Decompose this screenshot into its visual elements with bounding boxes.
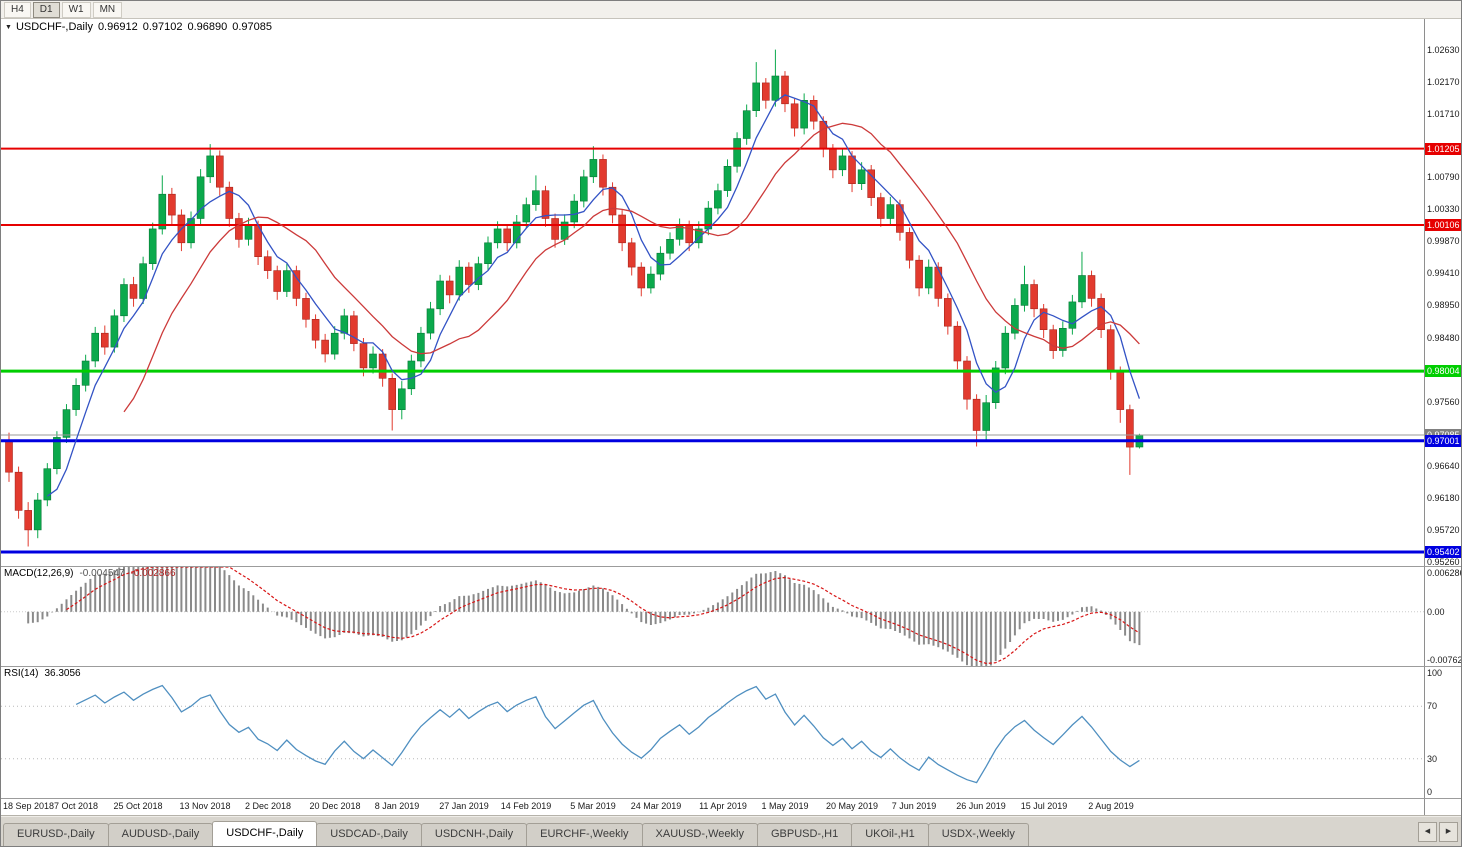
price-line-badge: 1.01205 bbox=[1425, 142, 1461, 155]
y-axis-label: 1.02170 bbox=[1427, 76, 1460, 87]
symbol-tab-usdx[interactable]: USDX-,Weekly bbox=[927, 823, 1029, 846]
ohlc-open: 0.96912 bbox=[97, 21, 138, 33]
chart-tabs: EURUSD-,Daily AUDUSD-,Daily USDCHF-,Daily U… bbox=[3, 821, 1029, 846]
timeframe-h4-button[interactable]: H4 bbox=[4, 1, 31, 18]
rsi-panel: RSI(14) 36.3056 100 70 30 0 bbox=[1, 667, 1461, 799]
y-axis-label: 1.00790 bbox=[1427, 172, 1460, 183]
rsi-axis-label: 70 bbox=[1427, 701, 1438, 712]
macd-axis[interactable]: 0.006286 0.00 -0.00762 bbox=[1425, 567, 1461, 666]
symbol-tab-usdcnh[interactable]: USDCNH-,Daily bbox=[420, 823, 528, 846]
macd-plot[interactable]: MACD(12,26,9) -0.004547 -0.002866 bbox=[1, 567, 1425, 666]
y-axis-label: 0.99870 bbox=[1427, 236, 1460, 247]
x-axis-label: 7 Jun 2019 bbox=[891, 801, 937, 811]
y-axis-label: 0.96640 bbox=[1427, 460, 1460, 471]
tab-scroll-left-button[interactable]: ◀ bbox=[1418, 822, 1437, 842]
macd-main-value: -0.004547 bbox=[79, 568, 125, 579]
symbol-tab-usdchf[interactable]: USDCHF-,Daily bbox=[212, 821, 318, 846]
y-axis-label: 0.97560 bbox=[1427, 396, 1460, 407]
macd-signal-value: -0.002866 bbox=[130, 568, 176, 579]
symbol-tab-eurchf[interactable]: EURCHF-,Weekly bbox=[526, 823, 643, 846]
price-chart-panel: ▼ USDCHF-,Daily 0.96912 0.97102 0.96890 … bbox=[1, 19, 1461, 567]
x-axis-label: 2 Dec 2018 bbox=[244, 801, 292, 811]
price-line-badge: 0.98004 bbox=[1425, 365, 1461, 378]
x-axis-label: 11 Apr 2019 bbox=[699, 801, 747, 811]
x-axis-label: 18 Sep 2018 bbox=[3, 801, 55, 811]
rsi-chart[interactable] bbox=[1, 667, 1424, 798]
price-line-badge: 0.95402 bbox=[1425, 545, 1461, 558]
symbol-tab-xauusd[interactable]: XAUUSD-,Weekly bbox=[641, 823, 758, 846]
rsi-axis-label: 30 bbox=[1427, 753, 1438, 764]
rsi-name: RSI(14) bbox=[4, 668, 39, 679]
price-chart-plot[interactable]: ▼ USDCHF-,Daily 0.96912 0.97102 0.96890 … bbox=[1, 19, 1425, 566]
rsi-axis-label: 100 bbox=[1427, 668, 1443, 678]
x-axis-label: 25 Oct 2018 bbox=[113, 801, 163, 811]
y-axis-label: 0.95260 bbox=[1427, 556, 1460, 566]
chart-title: ▼ USDCHF-,Daily 0.96912 0.97102 0.96890 … bbox=[5, 21, 272, 33]
x-axis-label: 14 Feb 2019 bbox=[500, 801, 552, 811]
symbol-dropdown-icon: ▼ bbox=[5, 23, 12, 31]
macd-label: MACD(12,26,9) -0.004547 -0.002866 bbox=[4, 568, 176, 579]
x-axis-label: 26 Jun 2019 bbox=[956, 801, 1006, 811]
timeframe-mn-button[interactable]: MN bbox=[92, 1, 123, 18]
y-axis-label: 1.01710 bbox=[1427, 108, 1460, 119]
x-axis-label: 13 Nov 2018 bbox=[179, 801, 231, 811]
x-axis-label: 15 Jul 2019 bbox=[1020, 801, 1068, 811]
y-axis-label: 0.99410 bbox=[1427, 268, 1460, 279]
price-axis[interactable]: 1.02630 1.02170 1.01710 1.00790 1.00330 0.998… bbox=[1425, 19, 1461, 566]
y-axis-label: 1.00330 bbox=[1427, 204, 1460, 215]
macd-axis-label: -0.00762 bbox=[1427, 655, 1461, 665]
symbol-tab-usdcad[interactable]: USDCAD-,Daily bbox=[316, 823, 422, 846]
y-axis-label: 1.02630 bbox=[1427, 44, 1460, 55]
x-axis-label: 20 Dec 2018 bbox=[309, 801, 361, 811]
x-axis-label: 5 Mar 2019 bbox=[570, 801, 616, 811]
rsi-plot[interactable]: RSI(14) 36.3056 bbox=[1, 667, 1425, 798]
timeframe-w1-button[interactable]: W1 bbox=[61, 1, 91, 18]
ohlc-high: 0.97102 bbox=[142, 21, 183, 33]
y-axis-label: 0.95720 bbox=[1427, 524, 1460, 535]
x-axis-label: 20 May 2019 bbox=[825, 801, 879, 811]
x-axis-label: 7 Oct 2018 bbox=[53, 801, 99, 811]
symbol-tab-eurusd[interactable]: EURUSD-,Daily bbox=[3, 823, 109, 846]
candlestick-chart[interactable] bbox=[1, 19, 1424, 566]
price-line-badge: 1.00106 bbox=[1425, 219, 1461, 231]
ohlc-low: 0.96890 bbox=[187, 21, 228, 33]
y-axis-label: 0.96180 bbox=[1427, 492, 1460, 503]
x-axis-label: 1 May 2019 bbox=[761, 801, 809, 811]
macd-panel: MACD(12,26,9) -0.004547 -0.002866 0.0062… bbox=[1, 567, 1461, 667]
macd-chart[interactable] bbox=[1, 567, 1424, 666]
macd-axis-label: 0.006286 bbox=[1427, 568, 1461, 578]
rsi-label: RSI(14) 36.3056 bbox=[4, 668, 81, 679]
chart-symbol: USDCHF-,Daily bbox=[15, 21, 93, 33]
x-axis-label: 24 Mar 2019 bbox=[630, 801, 682, 811]
time-axis-labels: 18 Sep 2018 7 Oct 2018 25 Oct 2018 13 Nov 2… bbox=[1, 799, 1425, 815]
y-axis-label: 0.98480 bbox=[1427, 333, 1460, 344]
chart-tabbar: EURUSD-,Daily AUDUSD-,Daily USDCHF-,Daily U… bbox=[1, 816, 1461, 846]
symbol-tab-gbpusd[interactable]: GBPUSD-,H1 bbox=[756, 823, 853, 846]
x-axis-label: 27 Jan 2019 bbox=[439, 801, 489, 811]
timeframe-toolbar: H4 D1 W1 MN bbox=[1, 1, 1461, 19]
time-axis[interactable]: 18 Sep 2018 7 Oct 2018 25 Oct 2018 13 Nov 2… bbox=[1, 799, 1461, 816]
symbol-tab-audusd[interactable]: AUDUSD-,Daily bbox=[107, 823, 214, 846]
timeframe-d1-button[interactable]: D1 bbox=[32, 1, 60, 18]
rsi-axis-label: 0 bbox=[1427, 787, 1433, 797]
macd-name: MACD(12,26,9) bbox=[4, 568, 74, 579]
axis-corner bbox=[1425, 799, 1461, 815]
price-line-badge: 0.97001 bbox=[1425, 434, 1461, 447]
symbol-tab-ukoil[interactable]: UKOil-,H1 bbox=[851, 823, 929, 846]
y-axis-label: 0.98950 bbox=[1427, 300, 1460, 311]
rsi-value: 36.3056 bbox=[44, 668, 81, 679]
rsi-axis[interactable]: 100 70 30 0 bbox=[1425, 667, 1461, 798]
x-axis-label: 8 Jan 2019 bbox=[374, 801, 420, 811]
tab-scroll-right-button[interactable]: ▶ bbox=[1439, 822, 1458, 842]
x-axis-label: 2 Aug 2019 bbox=[1088, 801, 1134, 811]
ohlc-close: 0.97085 bbox=[232, 21, 272, 33]
tab-scroll-controls: ◀ ▶ bbox=[1418, 822, 1458, 842]
macd-axis-label: 0.00 bbox=[1427, 606, 1445, 617]
